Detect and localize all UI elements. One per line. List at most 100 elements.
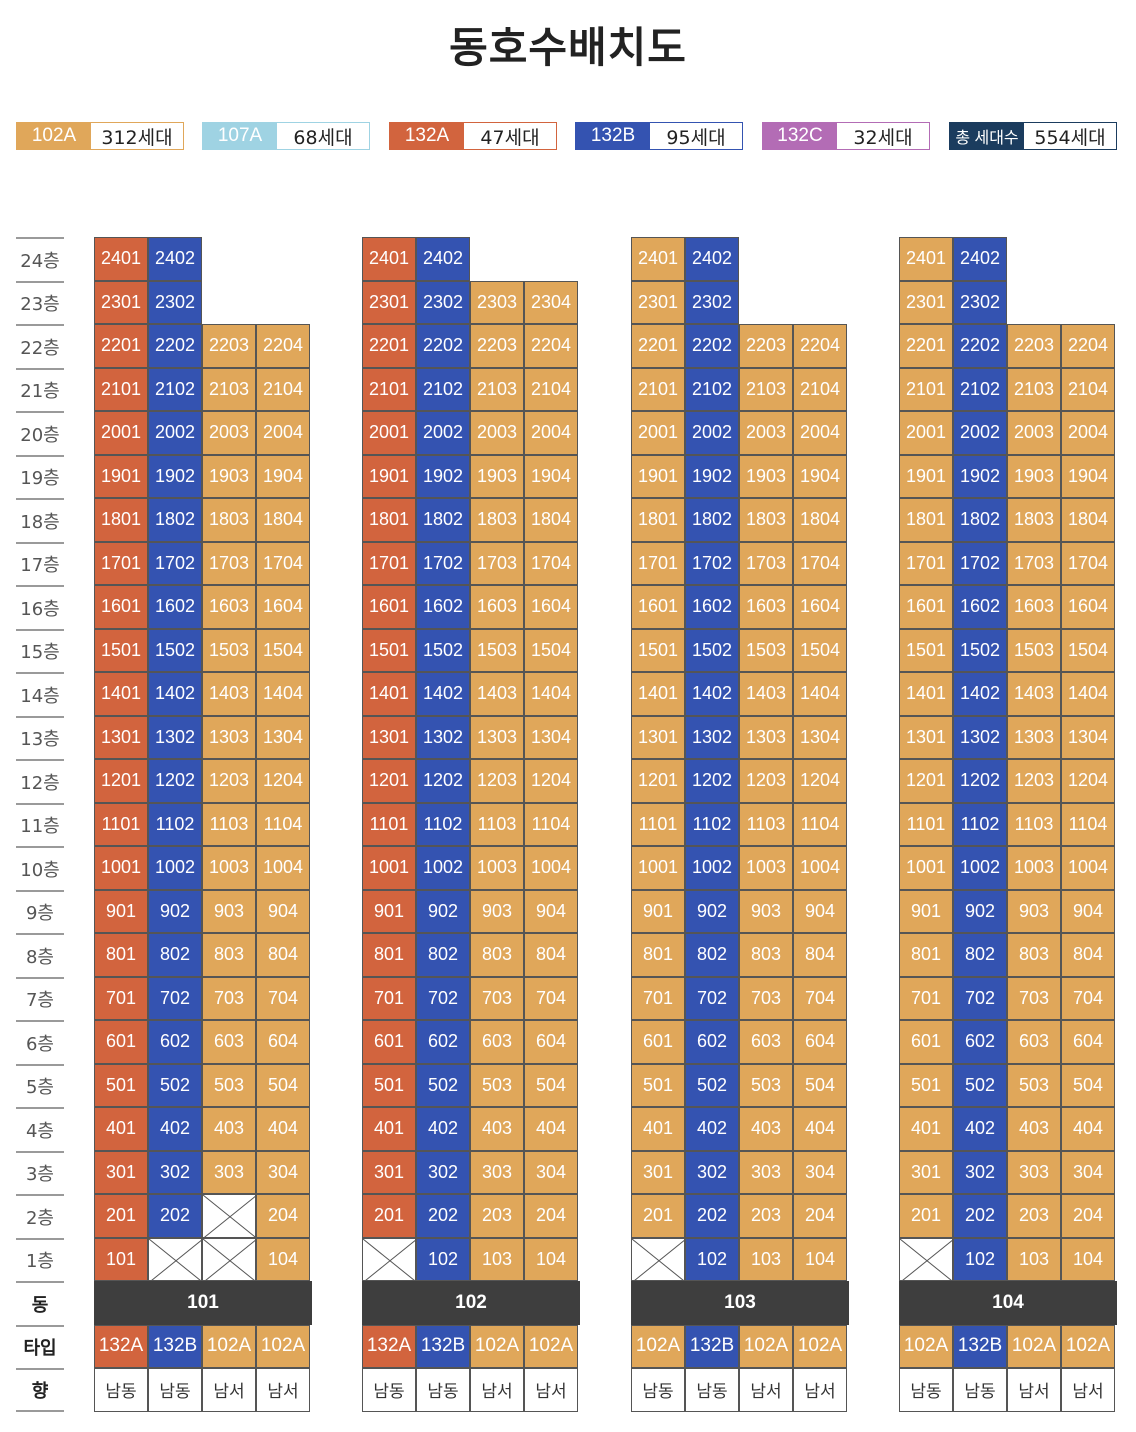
unit-cell: 304 [256, 1150, 310, 1194]
unit-cell: 801 [362, 933, 416, 977]
unit-cell: 1103 [1007, 802, 1061, 846]
unit-cell: 1402 [416, 672, 470, 716]
unit-cell: 103 [739, 1237, 793, 1281]
direction-label: 남동 [631, 1368, 685, 1412]
unit-cell: 902 [685, 889, 739, 933]
unit-type-label: 102A [739, 1324, 793, 1368]
unit-cell: 104 [1061, 1237, 1115, 1281]
unit-cell: 501 [362, 1063, 416, 1107]
unit-cell: 2103 [1007, 367, 1061, 411]
unit-cell: 502 [953, 1063, 1007, 1107]
unit-cell: 2203 [202, 324, 256, 368]
unit-cell: 1701 [631, 541, 685, 585]
legend-item: 132A 47세대 [389, 122, 557, 150]
unit-cell: 1501 [899, 628, 953, 672]
unit-cell: 701 [899, 976, 953, 1020]
floor-label: 19층 [16, 454, 64, 499]
unit-cell: 1804 [1061, 498, 1115, 542]
unit-cell: 802 [953, 933, 1007, 977]
direction-label: 남동 [362, 1368, 416, 1412]
unit-type-label: 132B [953, 1324, 1007, 1368]
unit-cell: 204 [524, 1194, 578, 1238]
floor-label: 23층 [16, 280, 64, 325]
floor-label: 6층 [16, 1020, 64, 1064]
unit-cell: 401 [631, 1107, 685, 1151]
unit-cell: 2201 [94, 324, 148, 368]
legend-type-label: 107A [203, 123, 277, 149]
unit-cell: 1603 [739, 585, 793, 629]
unit-cell: 1104 [793, 802, 847, 846]
unit-cell: 801 [899, 933, 953, 977]
unit-cell: 802 [685, 933, 739, 977]
unit-cell: 1602 [416, 585, 470, 629]
unit-cell: 1001 [362, 846, 416, 890]
unit-cell: 1801 [362, 498, 416, 542]
unit-cell: 103 [1007, 1237, 1061, 1281]
unit-cell: 1303 [470, 715, 524, 759]
unit-cell: 1302 [416, 715, 470, 759]
unit-cell: 1802 [148, 498, 202, 542]
unit-cell: 1704 [1061, 541, 1115, 585]
floor-label: 12층 [16, 759, 64, 803]
unit-type-label: 102A [793, 1324, 847, 1368]
unit-cell: 201 [362, 1194, 416, 1238]
legend-item: 102A 312세대 [16, 122, 184, 150]
unit-cell: 2204 [1061, 324, 1115, 368]
unit-cell: 1004 [524, 846, 578, 890]
floor-label: 16층 [16, 585, 64, 629]
unit-cell: 1804 [793, 498, 847, 542]
unit-cell: 304 [793, 1150, 847, 1194]
legend-type-label: 132A [390, 123, 464, 149]
unit-cell: 504 [1061, 1063, 1115, 1107]
unit-cell: 1002 [148, 846, 202, 890]
unit-cell: 2401 [362, 237, 416, 281]
unit-cell: 1703 [739, 541, 793, 585]
floor-label: 24층 [16, 237, 64, 281]
unit-cell: 301 [899, 1150, 953, 1194]
unit-cell: 1101 [362, 802, 416, 846]
unit-cell: 1203 [470, 759, 524, 803]
unit-cell: 1504 [524, 628, 578, 672]
unit-cell: 2002 [953, 411, 1007, 455]
unit-cell: 2203 [739, 324, 793, 368]
unit-cell: 1003 [1007, 846, 1061, 890]
unit-cell: 601 [631, 1020, 685, 1064]
unit-cell: 1903 [202, 454, 256, 498]
floor-label: 13층 [16, 715, 64, 760]
unit-cell: 1104 [524, 802, 578, 846]
unit-cell: 2004 [793, 411, 847, 455]
unit-cell: 701 [631, 976, 685, 1020]
unit-cell: 1301 [362, 715, 416, 759]
unit-cell: 603 [470, 1020, 524, 1064]
unit-cell: 504 [793, 1063, 847, 1107]
legend-count-label: 95세대 [650, 123, 742, 149]
unit-cell: 1201 [94, 759, 148, 803]
unit-cell: 704 [256, 976, 310, 1020]
unit-cell: 402 [148, 1107, 202, 1151]
unit-cell: 104 [793, 1237, 847, 1281]
unit-cell: 1404 [793, 672, 847, 716]
empty-unit [899, 1237, 954, 1282]
unit-cell: 1101 [94, 802, 148, 846]
unit-cell: 1102 [685, 802, 739, 846]
unit-type-label: 132B [416, 1324, 470, 1368]
unit-cell: 1504 [1061, 628, 1115, 672]
legend-item: 107A 68세대 [202, 122, 370, 150]
floor-label: 10층 [16, 846, 64, 890]
unit-cell: 2103 [470, 367, 524, 411]
unit-cell: 1702 [685, 541, 739, 585]
unit-cell: 2104 [256, 367, 310, 411]
unit-cell: 903 [470, 889, 524, 933]
unit-cell: 2402 [148, 237, 202, 281]
unit-cell: 103 [470, 1237, 524, 1281]
unit-type-label: 102A [631, 1324, 685, 1368]
unit-cell: 1701 [899, 541, 953, 585]
unit-cell: 1103 [470, 802, 524, 846]
unit-cell: 1904 [524, 454, 578, 498]
unit-cell: 1204 [793, 759, 847, 803]
floor-label: 2층 [16, 1194, 64, 1238]
unit-cell: 1303 [202, 715, 256, 759]
unit-cell: 2103 [202, 367, 256, 411]
unit-cell: 1803 [1007, 498, 1061, 542]
unit-cell: 2003 [470, 411, 524, 455]
